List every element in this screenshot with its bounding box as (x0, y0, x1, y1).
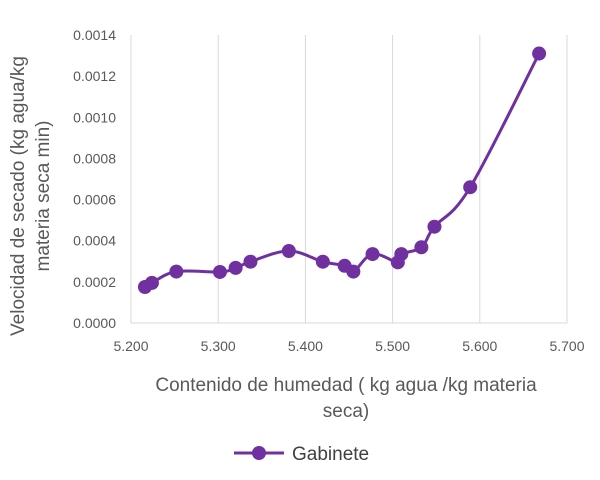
series-layer (137, 46, 547, 294)
data-point (169, 264, 184, 279)
y-tick-label: 0.0012 (73, 68, 116, 84)
data-point (463, 180, 478, 195)
data-point (281, 244, 296, 258)
data-point (315, 254, 330, 269)
x-tick-label: 5.200 (113, 338, 148, 354)
data-point (144, 275, 159, 290)
x-tick-label: 5.300 (201, 338, 236, 354)
data-point (427, 219, 442, 234)
y-tick-label: 0.0002 (73, 274, 116, 290)
y-axis-title-line-2: materia seca min) (33, 121, 54, 272)
legend-label: Gabinete (292, 444, 369, 465)
y-tick-label: 0.0000 (73, 315, 116, 331)
y-tick-label: 0.0008 (73, 150, 116, 166)
x-tick-label: 5.500 (375, 338, 410, 354)
data-point (212, 264, 227, 279)
x-axis-title-line-2: seca) (323, 401, 369, 422)
x-tick-label: 5.700 (549, 338, 584, 354)
data-point (228, 260, 243, 275)
x-tick-label: 5.400 (288, 338, 323, 354)
data-point (532, 46, 547, 61)
y-tick-label: 0.0006 (73, 192, 116, 208)
grid (130, 35, 568, 324)
data-point (414, 240, 429, 255)
data-point (365, 247, 380, 262)
y-axis-title-line-1: Velocidad de secado (kg agua/kg (8, 56, 29, 336)
y-tick-label: 0.0010 (73, 109, 116, 125)
y-tick-label: 0.0014 (73, 27, 116, 43)
data-point (394, 247, 409, 262)
legend-swatch-marker (252, 446, 266, 460)
x-tick-label: 5.600 (462, 338, 497, 354)
data-point (243, 254, 258, 269)
y-tick-label: 0.0004 (73, 233, 116, 249)
data-point (346, 264, 361, 279)
x-axis-title-line-1: Contenido de humedad ( kg agua /kg mater… (155, 375, 537, 396)
tick-labels: 5.200 5.300 5.400 5.500 5.600 5.700 0.0000 0.00… (73, 27, 585, 354)
legend: Gabinete (234, 444, 369, 465)
